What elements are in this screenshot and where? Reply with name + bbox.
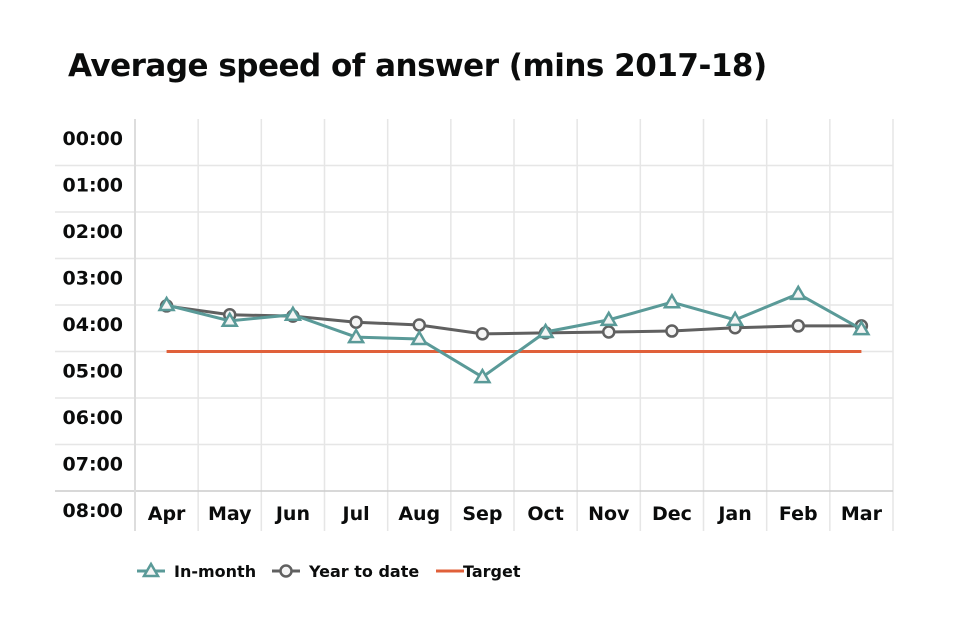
y-tick-label: 07:00 (63, 454, 123, 476)
x-tick-label: May (208, 503, 252, 525)
data-point (410, 329, 429, 346)
x-tick-label: Jun (274, 503, 310, 525)
y-tick-label: 03:00 (63, 268, 123, 290)
x-tick-label: Mar (841, 503, 883, 525)
x-tick-label: Feb (779, 503, 818, 525)
data-point (349, 315, 363, 329)
data-point (412, 318, 426, 332)
data-point (220, 311, 239, 328)
legend-marker (279, 564, 293, 578)
data-point (665, 324, 679, 338)
legend-label: Year to date (308, 562, 419, 581)
legend-label: In-month (174, 562, 256, 581)
data-point (475, 327, 490, 341)
x-tick-label: Apr (148, 503, 186, 525)
data-point (536, 322, 555, 339)
y-tick-label: 05:00 (63, 361, 123, 383)
legend-marker (141, 561, 161, 578)
data-point (852, 319, 871, 336)
x-tick-label: Jul (341, 503, 370, 525)
y-tick-label: 06:00 (63, 407, 123, 429)
y-tick-label: 04:00 (63, 314, 123, 336)
data-point (157, 295, 176, 312)
data-point (346, 327, 366, 344)
data-point (473, 367, 492, 384)
y-tick-label: 00:00 (63, 128, 123, 150)
x-tick-label: Jan (716, 503, 751, 525)
legend-label: Target (463, 562, 521, 581)
x-tick-label: Dec (652, 503, 692, 525)
data-point (602, 325, 616, 339)
x-tick-label: Nov (588, 503, 630, 525)
data-point (791, 319, 805, 333)
data-point (662, 292, 682, 309)
y-tick-label: 01:00 (63, 175, 123, 197)
x-tick-label: Sep (462, 503, 502, 525)
chart-title: Average speed of answer (mins 2017-18) (68, 48, 767, 84)
y-tick-label: 02:00 (63, 221, 123, 243)
data-point (283, 305, 303, 322)
y-tick-label: 08:00 (63, 500, 123, 522)
data-point (789, 284, 808, 301)
x-tick-label: Oct (527, 503, 564, 525)
series-line-in-month (166, 292, 863, 379)
x-tick-label: Aug (398, 503, 440, 525)
data-point (725, 310, 745, 327)
data-point (599, 310, 618, 327)
